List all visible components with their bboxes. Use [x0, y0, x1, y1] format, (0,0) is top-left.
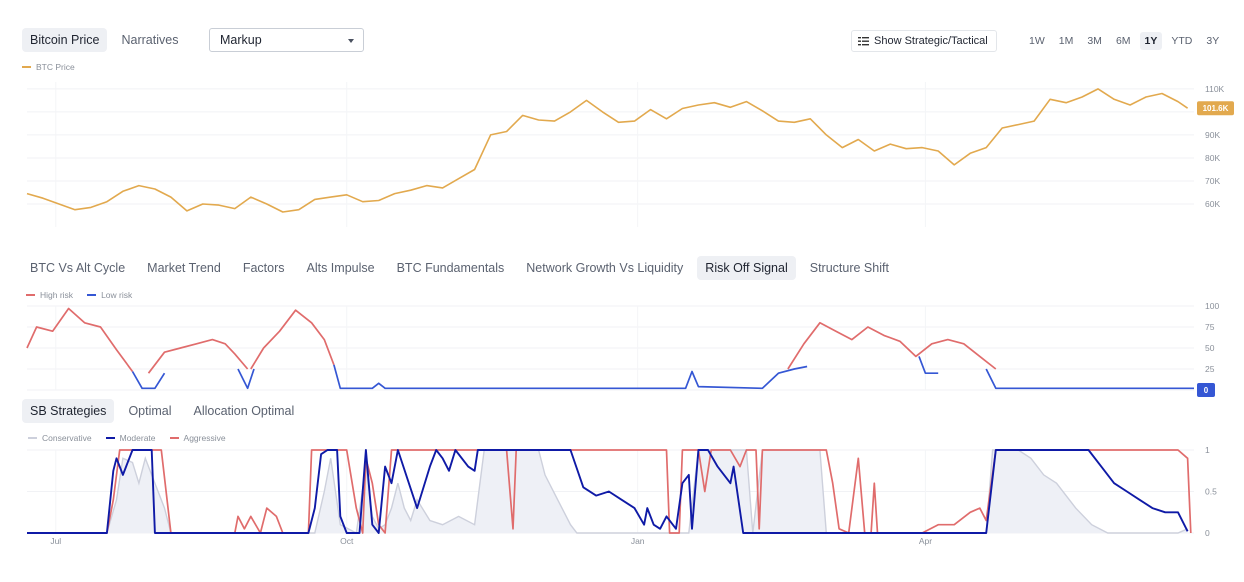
y-tick-label: 80K — [1205, 153, 1220, 163]
strategy-icon — [858, 37, 869, 46]
y-tick-label: 100 — [1205, 301, 1219, 311]
btc-price-line — [26, 88, 1189, 213]
chevron-down-icon — [348, 39, 354, 43]
range-1m[interactable]: 1M — [1058, 35, 1074, 47]
markup-select[interactable]: Markup — [209, 28, 364, 52]
high-risk-line — [147, 338, 249, 374]
risk-legend: High risk Low risk — [26, 290, 132, 300]
high-risk-line — [787, 321, 997, 370]
low-risk-line — [985, 368, 1194, 390]
main-tabs: Bitcoin Price Narratives — [22, 28, 186, 52]
range-ytd[interactable]: YTD — [1171, 35, 1193, 47]
y-tick-label: 75 — [1205, 322, 1215, 332]
tab-optimal[interactable]: Optimal — [128, 404, 172, 418]
price-legend: BTC Price — [22, 62, 75, 72]
legend-swatch — [28, 437, 37, 439]
y-tick-label: 70K — [1205, 176, 1220, 186]
tab-risk-off-signal[interactable]: Risk Off Signal — [697, 256, 796, 280]
y-tick-label: 0 — [1205, 528, 1210, 538]
legend-label: Moderate — [119, 433, 156, 443]
tab-structure-shift[interactable]: Structure Shift — [809, 261, 889, 275]
risk-off-signal-chart[interactable]: 25 50 75 100 0 — [0, 300, 1244, 400]
legend-item-aggressive[interactable]: Aggressive — [169, 433, 226, 443]
range-6m[interactable]: 6M — [1115, 35, 1131, 47]
x-tick-label: Oct — [340, 536, 354, 546]
current-price-label: 101.6K — [1203, 104, 1229, 113]
legend-item-low-risk[interactable]: Low risk — [87, 290, 132, 300]
tab-network-growth-vs-liquidity[interactable]: Network Growth Vs Liquidity — [526, 261, 684, 275]
btc-price-chart[interactable]: 60K70K80K90K100K110K101.6K — [0, 72, 1244, 237]
moderate-line — [27, 449, 1189, 534]
legend-swatch — [105, 437, 115, 439]
legend-label: Aggressive — [183, 433, 226, 443]
tab-sb-strategies[interactable]: SB Strategies — [22, 399, 115, 423]
high-risk-line — [26, 307, 134, 373]
y-tick-label: 110K — [1205, 84, 1225, 94]
legend-swatch — [26, 294, 35, 296]
strategy-legend: Conservative Moderate Aggressive — [28, 433, 226, 443]
strategy-tabs: SB Strategies Optimal Allocation Optimal — [22, 399, 302, 423]
legend-item-btc-price[interactable]: BTC Price — [22, 62, 75, 72]
range-3m[interactable]: 3M — [1087, 35, 1102, 47]
conservative-area — [27, 450, 1188, 533]
tab-btc-vs-alt-cycle[interactable]: BTC Vs Alt Cycle — [30, 261, 126, 275]
low-risk-line — [333, 364, 808, 390]
legend-label: High risk — [40, 290, 74, 300]
y-tick-label: 90K — [1205, 130, 1220, 140]
y-tick-label: 50 — [1205, 343, 1215, 353]
tab-bitcoin-price[interactable]: Bitcoin Price — [22, 28, 108, 52]
range-3y[interactable]: 3Y — [1206, 35, 1220, 47]
legend-label: BTC Price — [36, 62, 75, 72]
tab-factors[interactable]: Factors — [242, 261, 285, 275]
x-tick-label: Apr — [919, 536, 932, 546]
range-1y[interactable]: 1Y — [1139, 32, 1163, 50]
tab-allocation-optimal[interactable]: Allocation Optimal — [193, 404, 295, 418]
high-risk-line — [250, 309, 335, 370]
indicator-tabs: BTC Vs Alt Cycle Market Trend Factors Alts … — [22, 256, 897, 280]
current-risk-badge — [1197, 383, 1215, 397]
legend-item-high-risk[interactable]: High risk — [26, 290, 73, 300]
legend-swatch — [169, 437, 179, 439]
legend-label: Conservative — [42, 433, 92, 443]
legend-item-conservative[interactable]: Conservative — [28, 433, 92, 443]
legend-swatch — [87, 294, 97, 296]
low-risk-line — [918, 356, 939, 375]
tab-alts-impulse[interactable]: Alts Impulse — [306, 261, 375, 275]
current-price-badge — [1197, 101, 1234, 116]
strategic-tactical-button[interactable]: Show Strategic/Tactical — [851, 30, 997, 52]
legend-item-moderate[interactable]: Moderate — [105, 433, 156, 443]
time-range-selector: 1W 1M 3M 6M 1Y YTD 3Y — [1024, 32, 1224, 50]
y-tick-label: 1 — [1205, 445, 1210, 455]
x-tick-label: Jul — [50, 536, 61, 546]
x-tick-label: Jan — [631, 536, 645, 546]
y-tick-label: 60K — [1205, 199, 1220, 209]
tab-narratives[interactable]: Narratives — [121, 33, 179, 47]
markup-select-value: Markup — [220, 33, 262, 47]
range-1w[interactable]: 1W — [1029, 35, 1045, 47]
y-tick-label: 25 — [1205, 364, 1215, 374]
legend-swatch — [22, 66, 31, 68]
low-risk-line — [237, 368, 255, 390]
strategic-tactical-label: Show Strategic/Tactical — [874, 35, 988, 47]
sb-strategies-chart[interactable]: 0 0.5 1 Jul Oct Jan Apr — [0, 440, 1244, 552]
tab-market-trend[interactable]: Market Trend — [147, 261, 221, 275]
low-risk-line — [131, 371, 166, 390]
tab-btc-fundamentals[interactable]: BTC Fundamentals — [396, 261, 505, 275]
current-risk-label: 0 — [1204, 386, 1209, 395]
y-tick-label: 0.5 — [1205, 487, 1217, 497]
legend-label: Low risk — [101, 290, 133, 300]
